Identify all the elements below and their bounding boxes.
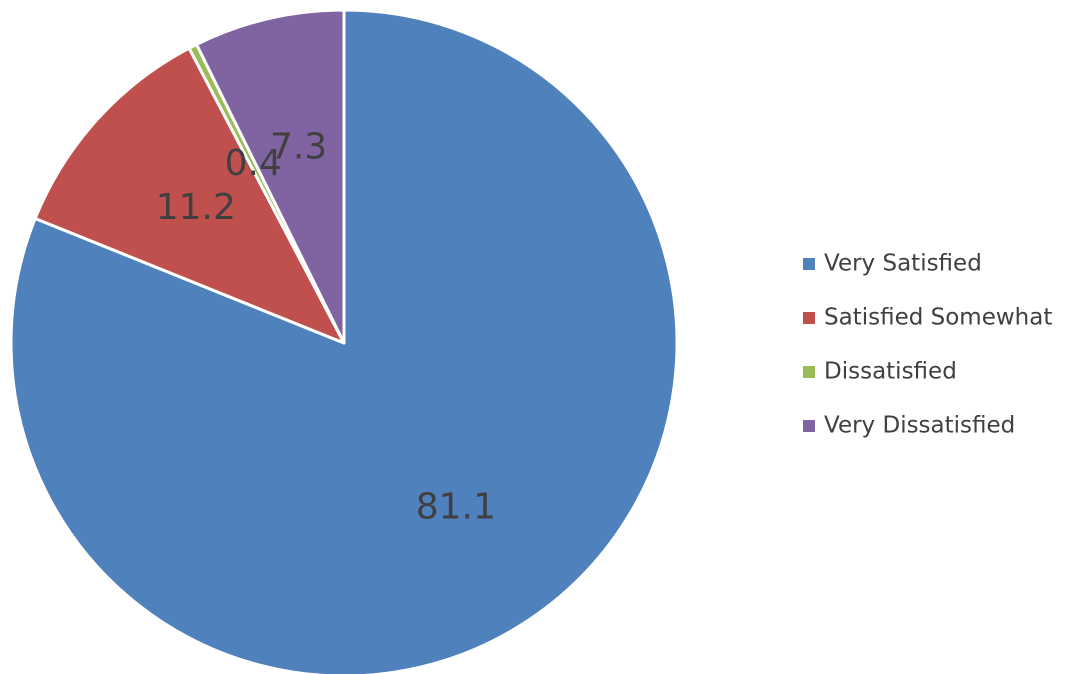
pie-slice: [33, 46, 346, 345]
pie-slice: [195, 8, 346, 345]
data-label: 7.3: [270, 126, 327, 167]
data-label: 0.4: [225, 143, 282, 184]
data-label: 81.1: [416, 487, 496, 528]
data-label: 11.2: [156, 187, 236, 228]
legend-swatch: [803, 420, 815, 432]
legend-label: Satisfied Somewhat: [824, 305, 1052, 331]
legend-label: Very Satisfied: [824, 251, 982, 277]
pie-slice: [9, 8, 679, 674]
legend-swatch: [803, 312, 815, 324]
legend-swatch: [803, 258, 815, 270]
legend-label: Dissatisfied: [824, 359, 957, 385]
legend-swatch: [803, 366, 815, 378]
legend-label: Very Dissatisfied: [824, 413, 1015, 439]
